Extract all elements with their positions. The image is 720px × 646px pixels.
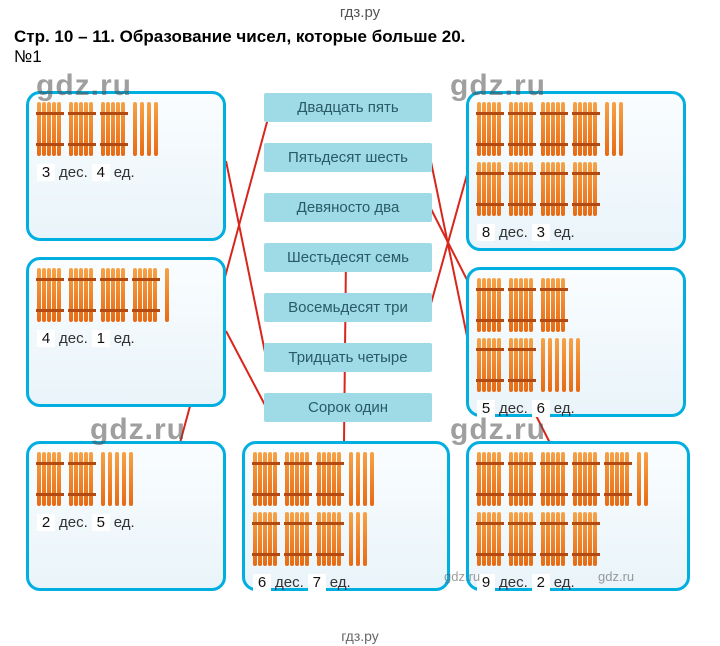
tens-value: 5 — [477, 400, 495, 417]
sticks-bundle-icon — [573, 102, 599, 156]
number-card: 4 дес. 1 ед. — [26, 257, 226, 407]
ones-value: 4 — [92, 164, 110, 181]
number-card: 8 дес. 3 ед. — [466, 91, 686, 251]
sticks-bundle-icon — [69, 268, 95, 322]
number-word-label: Двадцать пять — [264, 93, 432, 122]
card-label-row: 8 дес. 3 ед. — [477, 224, 675, 241]
number-word-label: Шестьдесят семь — [264, 243, 432, 272]
ones-label: ед. — [554, 574, 575, 591]
number-card: 6 дес. 7 ед. — [242, 441, 450, 591]
card-label-row: 4 дес. 1 ед. — [37, 330, 215, 347]
sticks-bundle-icon — [541, 452, 567, 506]
number-word-label: Девяносто два — [264, 193, 432, 222]
number-card: 5 дес. 6 ед. — [466, 267, 686, 417]
loose-sticks-icon — [605, 102, 623, 156]
exercise-number: №1 — [0, 47, 720, 71]
sticks-bundle-icon — [285, 512, 311, 566]
tens-value: 9 — [477, 574, 495, 591]
sticks-bundle-icon — [253, 452, 279, 506]
sticks-bundle-icon — [477, 452, 503, 506]
ones-label: ед. — [114, 164, 135, 181]
number-word-label: Тридцать четыре — [264, 343, 432, 372]
sticks-bundle-icon — [253, 512, 279, 566]
loose-sticks-icon — [541, 338, 580, 392]
loose-sticks-icon — [101, 452, 133, 506]
tens-label: дес. — [59, 330, 88, 347]
tens-value: 2 — [37, 514, 55, 531]
ones-label: ед. — [554, 400, 575, 417]
sticks-bundle-icon — [509, 278, 535, 332]
sticks-bundle-icon — [509, 512, 535, 566]
ones-value: 5 — [92, 514, 110, 531]
sticks-bundle-icon — [477, 512, 503, 566]
ones-label: ед. — [114, 514, 135, 531]
tens-value: 4 — [37, 330, 55, 347]
exercise-area: Двадцать пять Пятьдесят шесть Девяносто дв… — [10, 71, 710, 619]
tens-label: дес. — [59, 514, 88, 531]
ones-label: ед. — [330, 574, 351, 591]
loose-sticks-icon — [165, 268, 169, 322]
sticks-bundle-icon — [37, 102, 63, 156]
sticks-bundle-icon — [477, 102, 503, 156]
ones-label: ед. — [114, 330, 135, 347]
sticks-bundle-icon — [541, 512, 567, 566]
sticks-bundle-icon — [37, 452, 63, 506]
card-label-row: 6 дес. 7 ед. — [253, 574, 439, 591]
sticks-bundle-icon — [541, 162, 567, 216]
tens-label: дес. — [499, 574, 528, 591]
tens-value: 8 — [477, 224, 495, 241]
card-label-row: 9 дес. 2 ед. — [477, 574, 679, 591]
card-label-row: 3 дес. 4 ед. — [37, 164, 215, 181]
sticks-bundle-icon — [541, 278, 567, 332]
sticks-bundle-icon — [69, 102, 95, 156]
sticks-bundle-icon — [541, 102, 567, 156]
tens-value: 6 — [253, 574, 271, 591]
ones-label: ед. — [554, 224, 575, 241]
ones-value: 7 — [308, 574, 326, 591]
sticks-bundle-icon — [69, 452, 95, 506]
sticks-bundle-icon — [573, 162, 599, 216]
sticks-bundle-icon — [101, 102, 127, 156]
number-word-label: Сорок один — [264, 393, 432, 422]
site-footer: гдз.ру — [0, 628, 720, 644]
sticks-bundle-icon — [285, 452, 311, 506]
sticks-bundle-icon — [317, 512, 343, 566]
site-header: гдз.ру — [0, 0, 720, 21]
ones-value: 2 — [532, 574, 550, 591]
sticks-bundle-icon — [477, 162, 503, 216]
card-label-row: 5 дес. 6 ед. — [477, 400, 675, 417]
loose-sticks-icon — [637, 452, 648, 506]
sticks-bundle-icon — [133, 268, 159, 322]
ones-value: 1 — [92, 330, 110, 347]
sticks-bundle-icon — [509, 338, 535, 392]
number-word-label: Восемьдесят три — [264, 293, 432, 322]
sticks-bundle-icon — [477, 338, 503, 392]
number-card: 3 дес. 4 ед. — [26, 91, 226, 241]
page-title: Стр. 10 – 11. Образование чисел, которые… — [0, 21, 720, 47]
sticks-bundle-icon — [477, 278, 503, 332]
tens-label: дес. — [275, 574, 304, 591]
sticks-bundle-icon — [573, 452, 599, 506]
number-card: 9 дес. 2 ед. — [466, 441, 690, 591]
loose-sticks-icon — [133, 102, 158, 156]
sticks-bundle-icon — [509, 452, 535, 506]
loose-sticks-icon — [349, 452, 374, 506]
sticks-bundle-icon — [317, 452, 343, 506]
card-label-row: 2 дес. 5 ед. — [37, 514, 215, 531]
tens-label: дес. — [499, 224, 528, 241]
tens-value: 3 — [37, 164, 55, 181]
sticks-bundle-icon — [101, 268, 127, 322]
sticks-bundle-icon — [509, 102, 535, 156]
ones-value: 6 — [532, 400, 550, 417]
sticks-bundle-icon — [37, 268, 63, 322]
loose-sticks-icon — [349, 512, 367, 566]
number-card: 2 дес. 5 ед. — [26, 441, 226, 591]
sticks-bundle-icon — [573, 512, 599, 566]
tens-label: дес. — [59, 164, 88, 181]
sticks-bundle-icon — [509, 162, 535, 216]
ones-value: 3 — [532, 224, 550, 241]
tens-label: дес. — [499, 400, 528, 417]
sticks-bundle-icon — [605, 452, 631, 506]
number-word-label: Пятьдесят шесть — [264, 143, 432, 172]
